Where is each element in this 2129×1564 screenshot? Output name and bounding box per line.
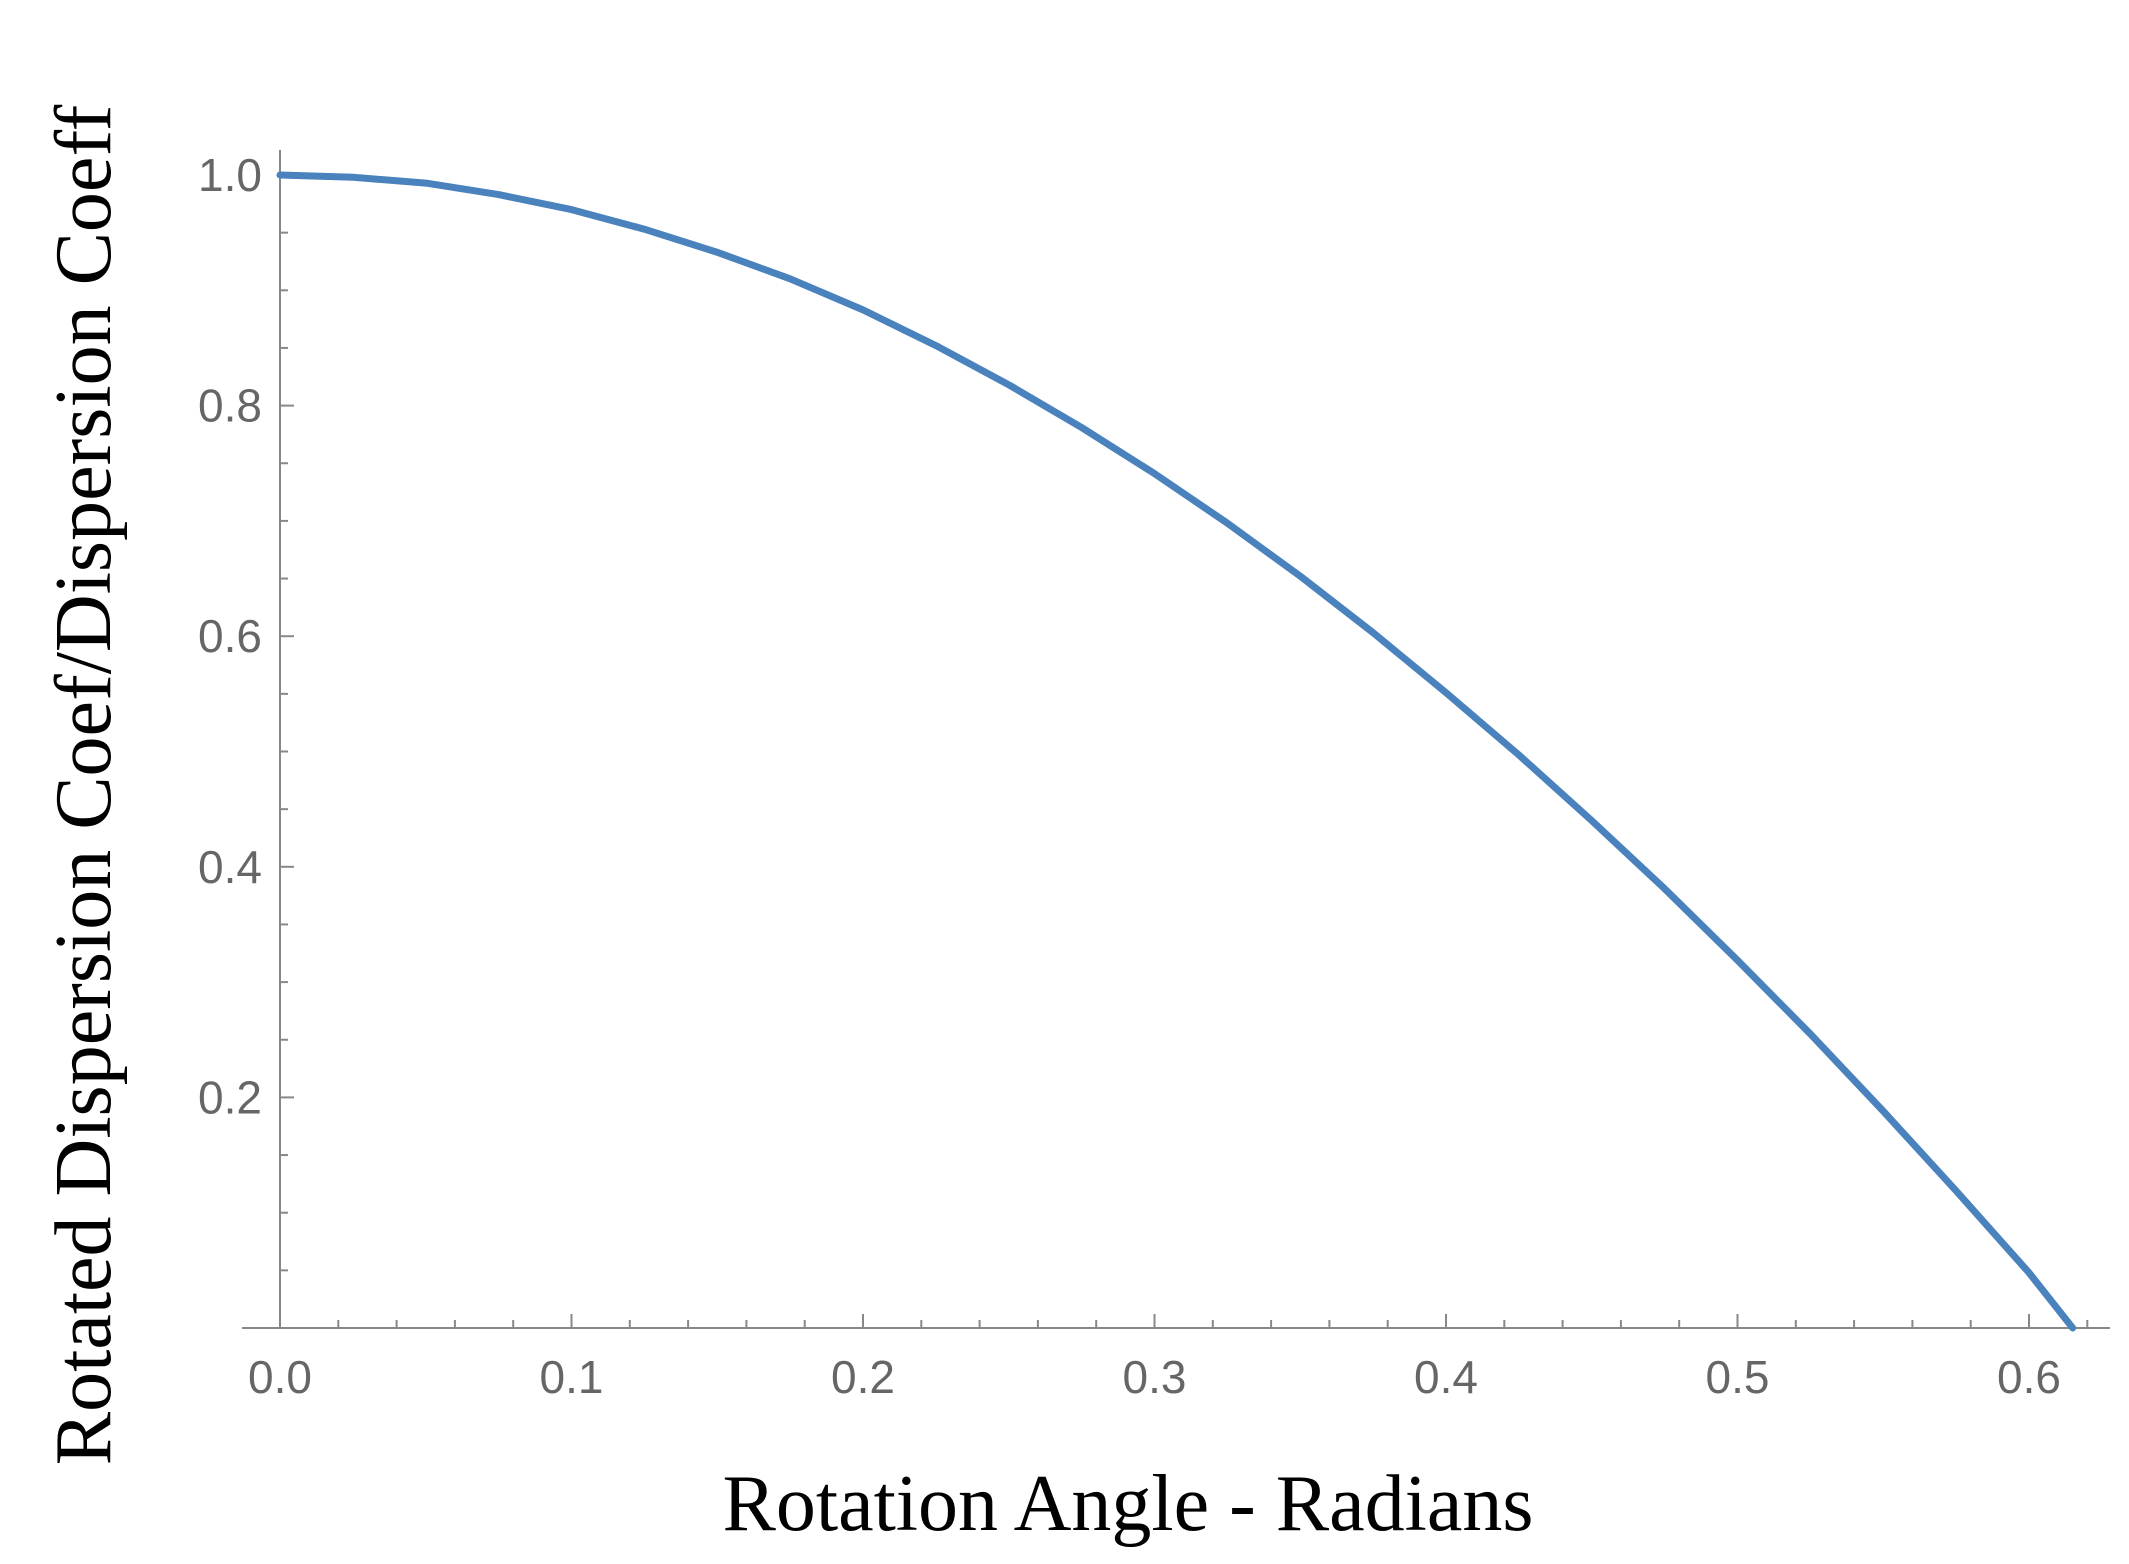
x-tick-label: 0.6 <box>1997 1351 2061 1403</box>
y-tick-label: 0.4 <box>198 841 262 893</box>
series-line <box>276 171 2077 1332</box>
x-tick-label: 0.5 <box>1706 1351 1770 1403</box>
y-tick-label: 0.8 <box>198 380 262 432</box>
y-tick-label: 1.0 <box>198 149 262 201</box>
y-tick-label: 0.2 <box>198 1071 262 1123</box>
x-tick-label: 0.3 <box>1123 1351 1187 1403</box>
x-tick-label: 0.4 <box>1414 1351 1478 1403</box>
x-tick-label: 0.2 <box>831 1351 895 1403</box>
y-tick-label: 0.6 <box>198 610 262 662</box>
x-tick-label: 0.0 <box>248 1351 312 1403</box>
ticks <box>279 174 2089 1328</box>
series <box>276 171 2077 1332</box>
tick-labels: 0.0 0.1 0.2 0.3 0.4 0.5 0.6 0.2 0.4 0.6 0.8 1.0 <box>198 149 2061 1403</box>
y-axis-title: Rotated Dispersion Coef/Dispersion Coeff <box>40 104 128 1465</box>
x-tick-label: 0.1 <box>540 1351 604 1403</box>
axes <box>242 150 2110 1329</box>
x-axis-title: Rotation Angle - Radians <box>722 1460 1533 1548</box>
